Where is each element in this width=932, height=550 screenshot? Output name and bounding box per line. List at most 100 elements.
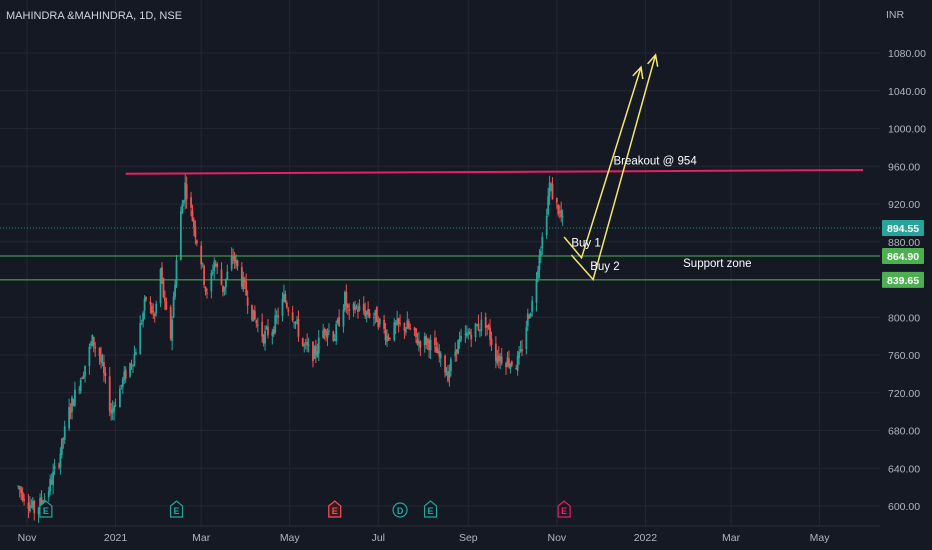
candle-body bbox=[261, 321, 264, 337]
candle-body bbox=[489, 327, 491, 340]
candle-body bbox=[58, 465, 60, 467]
candle-body bbox=[211, 271, 214, 274]
candle-body bbox=[184, 182, 187, 201]
grid-lines bbox=[0, 0, 880, 526]
candle-body bbox=[407, 321, 410, 329]
candle-body bbox=[535, 279, 538, 303]
candle-body bbox=[181, 204, 184, 214]
projection-arrows bbox=[563, 53, 659, 282]
earnings-marker bbox=[557, 500, 571, 518]
x-tick-label: May bbox=[280, 532, 301, 544]
candle-body bbox=[17, 486, 20, 488]
price-axis[interactable]: 600.00640.00680.00720.00760.00800.00840.… bbox=[880, 0, 932, 526]
candle-body bbox=[367, 309, 370, 314]
candle-body bbox=[344, 292, 346, 310]
candle-body bbox=[235, 259, 237, 264]
candle-body bbox=[101, 362, 104, 364]
candle-body bbox=[150, 305, 153, 314]
candle-body bbox=[194, 226, 197, 238]
annotation-label: Support zone bbox=[683, 258, 751, 270]
candle-body bbox=[69, 409, 72, 413]
candle-body bbox=[486, 325, 489, 328]
candle-body bbox=[541, 236, 544, 249]
candle-body bbox=[130, 363, 133, 366]
candle-body bbox=[454, 351, 457, 357]
candle-body bbox=[74, 389, 76, 406]
candle-body bbox=[416, 339, 419, 345]
resistance-line bbox=[125, 169, 864, 175]
candle-body bbox=[336, 319, 339, 324]
candle-body bbox=[455, 349, 458, 353]
candle-body bbox=[445, 373, 448, 376]
candle-body bbox=[499, 356, 502, 362]
candle-body bbox=[368, 313, 371, 318]
candle-body bbox=[505, 363, 507, 368]
candle-body bbox=[193, 220, 195, 228]
y-tick-label: 1080.00 bbox=[888, 48, 926, 60]
candle-body bbox=[418, 340, 420, 344]
candle-body bbox=[307, 344, 310, 346]
candle-body bbox=[358, 305, 361, 311]
candle-body bbox=[264, 330, 266, 344]
candle-body bbox=[281, 298, 284, 316]
candle-body bbox=[396, 319, 399, 325]
candle-body bbox=[457, 340, 460, 355]
candle-body bbox=[500, 356, 503, 364]
candle-body bbox=[314, 346, 317, 355]
y-tick-label: 1040.00 bbox=[888, 86, 926, 98]
candle-body bbox=[226, 271, 229, 280]
chart-title: MAHINDRA &MAHINDRA, 1D, NSE bbox=[6, 10, 182, 22]
candle-body bbox=[477, 323, 480, 330]
price-badge-label: 839.65 bbox=[887, 275, 919, 287]
candle-body bbox=[201, 263, 204, 265]
candle-body bbox=[254, 311, 256, 319]
x-tick-label: Nov bbox=[18, 532, 37, 544]
candle-body bbox=[383, 319, 385, 329]
candle-body bbox=[224, 278, 227, 288]
candle-body bbox=[375, 307, 378, 323]
candle-body bbox=[108, 376, 111, 411]
candle-body bbox=[31, 501, 34, 508]
candle-body bbox=[213, 261, 216, 272]
candle-body bbox=[223, 286, 226, 291]
candle-body bbox=[428, 340, 430, 351]
candle-body bbox=[152, 310, 155, 313]
y-tick-label: 600.00 bbox=[888, 501, 920, 513]
candle-body bbox=[373, 317, 375, 319]
candle-body bbox=[49, 478, 52, 492]
candle-body bbox=[113, 406, 115, 412]
candlestick-series bbox=[17, 173, 564, 523]
candle-body bbox=[378, 318, 381, 325]
candle-body bbox=[518, 351, 520, 358]
candle-body bbox=[236, 260, 239, 267]
candle-body bbox=[439, 353, 442, 359]
candle-body bbox=[129, 363, 131, 377]
candle-body bbox=[494, 343, 497, 361]
candle-body bbox=[465, 332, 468, 337]
candle-body bbox=[387, 336, 390, 339]
dividend-marker bbox=[392, 502, 408, 518]
candle-body bbox=[133, 354, 136, 366]
candle-body bbox=[203, 265, 205, 285]
candle-body bbox=[312, 341, 314, 362]
candle-body bbox=[555, 197, 558, 203]
candle-body bbox=[100, 355, 102, 363]
candle-body bbox=[357, 309, 359, 312]
candle-body bbox=[490, 338, 493, 345]
candle-body bbox=[37, 507, 40, 515]
x-tick-label: Nov bbox=[547, 532, 566, 544]
candle-body bbox=[153, 313, 156, 316]
time-axis[interactable]: Nov 2021 Mar May Jul Sep Nov 2022 Mar May bbox=[0, 525, 932, 550]
candle-body bbox=[52, 471, 55, 486]
candle-body bbox=[397, 318, 400, 325]
projection-arrowhead bbox=[632, 65, 644, 80]
candle-body bbox=[404, 328, 407, 333]
candle-body bbox=[143, 298, 146, 311]
candle-body bbox=[88, 346, 91, 367]
candle-body bbox=[84, 365, 86, 376]
candle-body bbox=[252, 309, 255, 322]
candle-body bbox=[165, 301, 168, 310]
candle-body bbox=[399, 323, 401, 325]
